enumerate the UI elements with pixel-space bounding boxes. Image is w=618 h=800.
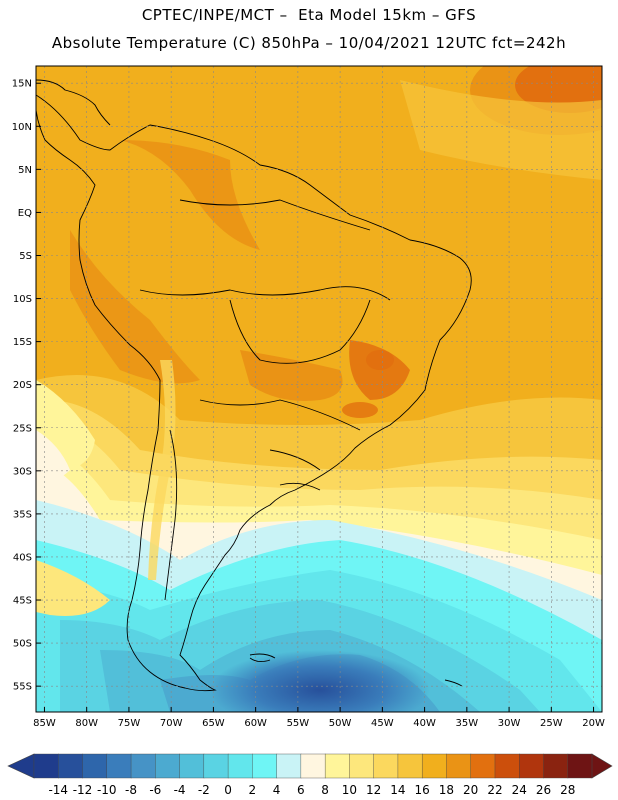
colorbar-label: 14 — [390, 783, 405, 797]
lat-label: 5N — [18, 165, 32, 176]
colorbar-swatch — [82, 753, 108, 779]
lon-label: 45W — [371, 718, 394, 729]
map-title: CPTEC/INPE/MCT – Eta Model 15km – GFS — [141, 6, 477, 24]
latitude-axis: 15N 10N 5N EQ 5S 10S 15S 20S 25S 30S 35S 40S 45S 50S 5… — [12, 79, 41, 693]
colorbar-swatch — [33, 753, 59, 779]
colorbar-swatch — [179, 753, 205, 779]
colorbar-swatch — [324, 753, 350, 779]
coastline — [36, 79, 472, 692]
colorbar-label: -2 — [198, 783, 210, 797]
lat-label: 5S — [19, 251, 32, 262]
lat-label: 25S — [13, 423, 32, 434]
map-frame — [35, 65, 603, 713]
colorbar-label: 26 — [536, 783, 551, 797]
colorbar-label: -4 — [174, 783, 186, 797]
lat-label: 50S — [13, 639, 32, 650]
lat-label: 15N — [12, 79, 32, 90]
graticule — [36, 66, 602, 712]
colorbar-label: 4 — [273, 783, 281, 797]
colorbar-swatch — [373, 753, 399, 779]
colorbar-swatch — [130, 753, 156, 779]
colorbar-label: 6 — [297, 783, 305, 797]
lon-label: 60W — [244, 718, 267, 729]
lon-label: 40W — [413, 718, 436, 729]
colorbar-label: 2 — [249, 783, 257, 797]
colorbar-swatch — [349, 753, 375, 779]
colorbar-swatch — [470, 753, 496, 779]
colorbar-swatch — [252, 753, 278, 779]
lon-label: 75W — [118, 718, 141, 729]
lat-label: EQ — [18, 208, 32, 219]
lat-label: 20S — [13, 380, 32, 391]
colorbar-label: -6 — [149, 783, 161, 797]
colorbar-swatch — [519, 753, 544, 779]
colorbar-swatch — [58, 753, 84, 779]
colorbar-label: -8 — [125, 783, 137, 797]
colorbar-swatch — [155, 753, 181, 779]
lat-label: 10S — [13, 294, 32, 305]
lon-label: 80W — [75, 718, 98, 729]
colorbar-swatch — [567, 753, 593, 779]
colorbar-label: 22 — [487, 783, 502, 797]
lon-label: 65W — [202, 718, 225, 729]
colorbar-high-arrow — [591, 753, 613, 779]
lon-label: 25W — [540, 718, 563, 729]
colorbar-swatch — [300, 753, 326, 779]
colorbar-swatch — [106, 753, 132, 779]
colorbar-label: 28 — [560, 783, 575, 797]
colorbar-label: 16 — [415, 783, 430, 797]
colorbar-swatch — [203, 753, 229, 779]
lat-label: 10N — [12, 122, 32, 133]
longitude-axis: 85W 80W 75W 70W 65W 60W 55W 50W 45W 40W 35W 30W 25W 2… — [33, 707, 605, 729]
lon-label: 50W — [329, 718, 352, 729]
lon-label: 85W — [33, 718, 56, 729]
lon-label: 70W — [160, 718, 183, 729]
lon-label: 20W — [582, 718, 605, 729]
lon-label: 30W — [498, 718, 521, 729]
lon-label: 35W — [456, 718, 479, 729]
colorbar-swatch — [421, 753, 447, 779]
colorbar-swatch — [397, 753, 423, 779]
lon-label: 55W — [287, 718, 310, 729]
colorbar-swatch — [446, 753, 472, 779]
lat-label: 15S — [13, 337, 32, 348]
colorbar-label: 18 — [439, 783, 454, 797]
lat-label: 55S — [13, 682, 32, 693]
colorbar-label: -14 — [48, 783, 68, 797]
colorbar-label: 24 — [512, 783, 527, 797]
lat-label: 40S — [13, 552, 32, 563]
colorbar-label: 10 — [342, 783, 357, 797]
colorbar-swatch — [543, 753, 569, 779]
colorbar-swatch — [494, 753, 520, 779]
colorbar-low-arrow — [7, 753, 35, 779]
colorbar-label: -12 — [73, 783, 93, 797]
lat-label: 30S — [13, 466, 32, 477]
colorbar-label: 20 — [463, 783, 478, 797]
colorbar-swatch — [276, 753, 302, 779]
temperature-field — [36, 66, 602, 712]
map-subtitle: Absolute Temperature (C) 850hPa – 10/04/… — [51, 34, 567, 52]
colorbar-label: -10 — [97, 783, 117, 797]
colorbar: -14 -12 -10 -8 -6 -4 -2 0 2 4 6 8 10 12 14 16 18 20 22 24 26… — [7, 753, 613, 797]
colorbar-label: 12 — [366, 783, 381, 797]
colorbar-label: 0 — [224, 783, 232, 797]
colorbar-label: 8 — [321, 783, 329, 797]
lat-label: 35S — [13, 509, 32, 520]
colorbar-swatch — [227, 753, 253, 779]
lat-label: 45S — [13, 596, 32, 607]
